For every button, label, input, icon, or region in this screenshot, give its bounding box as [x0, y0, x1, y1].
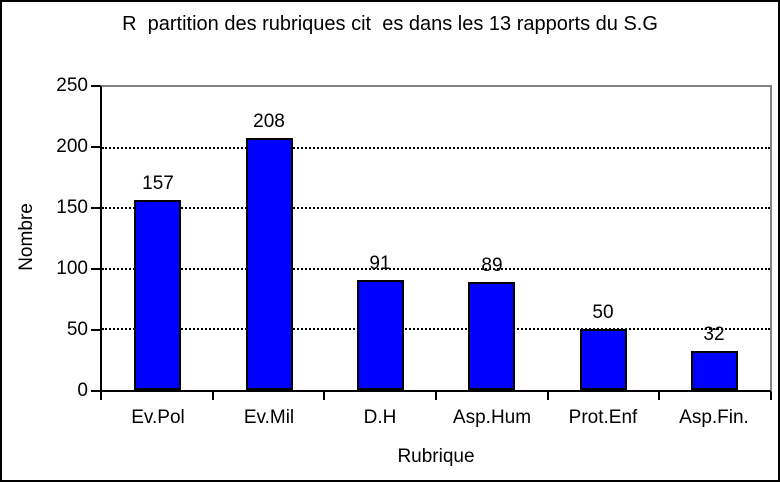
y-tick: [91, 390, 100, 392]
bar-value-label: 50: [592, 302, 614, 323]
x-category-label: Ev.Mil: [243, 407, 295, 428]
bar: [134, 200, 181, 390]
y-tick: [91, 268, 100, 270]
bar-value-label: 91: [369, 253, 391, 274]
bar-value-label: 157: [142, 173, 174, 194]
bar-value-label: 32: [703, 324, 725, 345]
bar: [468, 282, 515, 390]
gridline: [102, 207, 770, 209]
y-tick-label: 250: [56, 75, 88, 96]
y-tick: [91, 207, 100, 209]
bar: [580, 329, 627, 390]
y-tick: [91, 146, 100, 148]
plot-area: 157 208 91 89 50 32: [100, 85, 772, 392]
bar-value-label: 208: [253, 111, 285, 132]
x-tick: [100, 392, 102, 400]
x-category-label: Asp.Hum: [452, 407, 532, 428]
chart-title: R partition des rubriques cit es dans le…: [122, 13, 658, 35]
x-tick: [323, 392, 325, 400]
gridline: [102, 328, 770, 330]
bar: [246, 138, 293, 390]
x-tick: [658, 392, 660, 400]
gridline: [102, 147, 770, 149]
x-axis-title: Rubrique: [397, 446, 475, 467]
x-category-label: Asp.Fin.: [679, 407, 749, 428]
x-tick: [770, 392, 772, 400]
x-tick: [212, 392, 214, 400]
x-tick: [547, 392, 549, 400]
x-category-label: D.H: [363, 407, 397, 428]
x-category-label: Ev.Pol: [131, 407, 185, 428]
bar: [357, 280, 404, 390]
y-tick-label: 150: [56, 197, 88, 218]
y-tick-label: 200: [56, 136, 88, 157]
y-tick-label: 0: [77, 380, 88, 401]
x-tick: [435, 392, 437, 400]
bar: [691, 351, 738, 390]
y-tick-label: 50: [66, 319, 88, 340]
x-category-label: Prot.Enf: [568, 407, 638, 428]
y-tick-label: 100: [56, 258, 88, 279]
gridline: [102, 268, 770, 270]
y-tick: [91, 85, 100, 87]
bar-value-label: 89: [481, 255, 503, 276]
y-tick: [91, 329, 100, 331]
